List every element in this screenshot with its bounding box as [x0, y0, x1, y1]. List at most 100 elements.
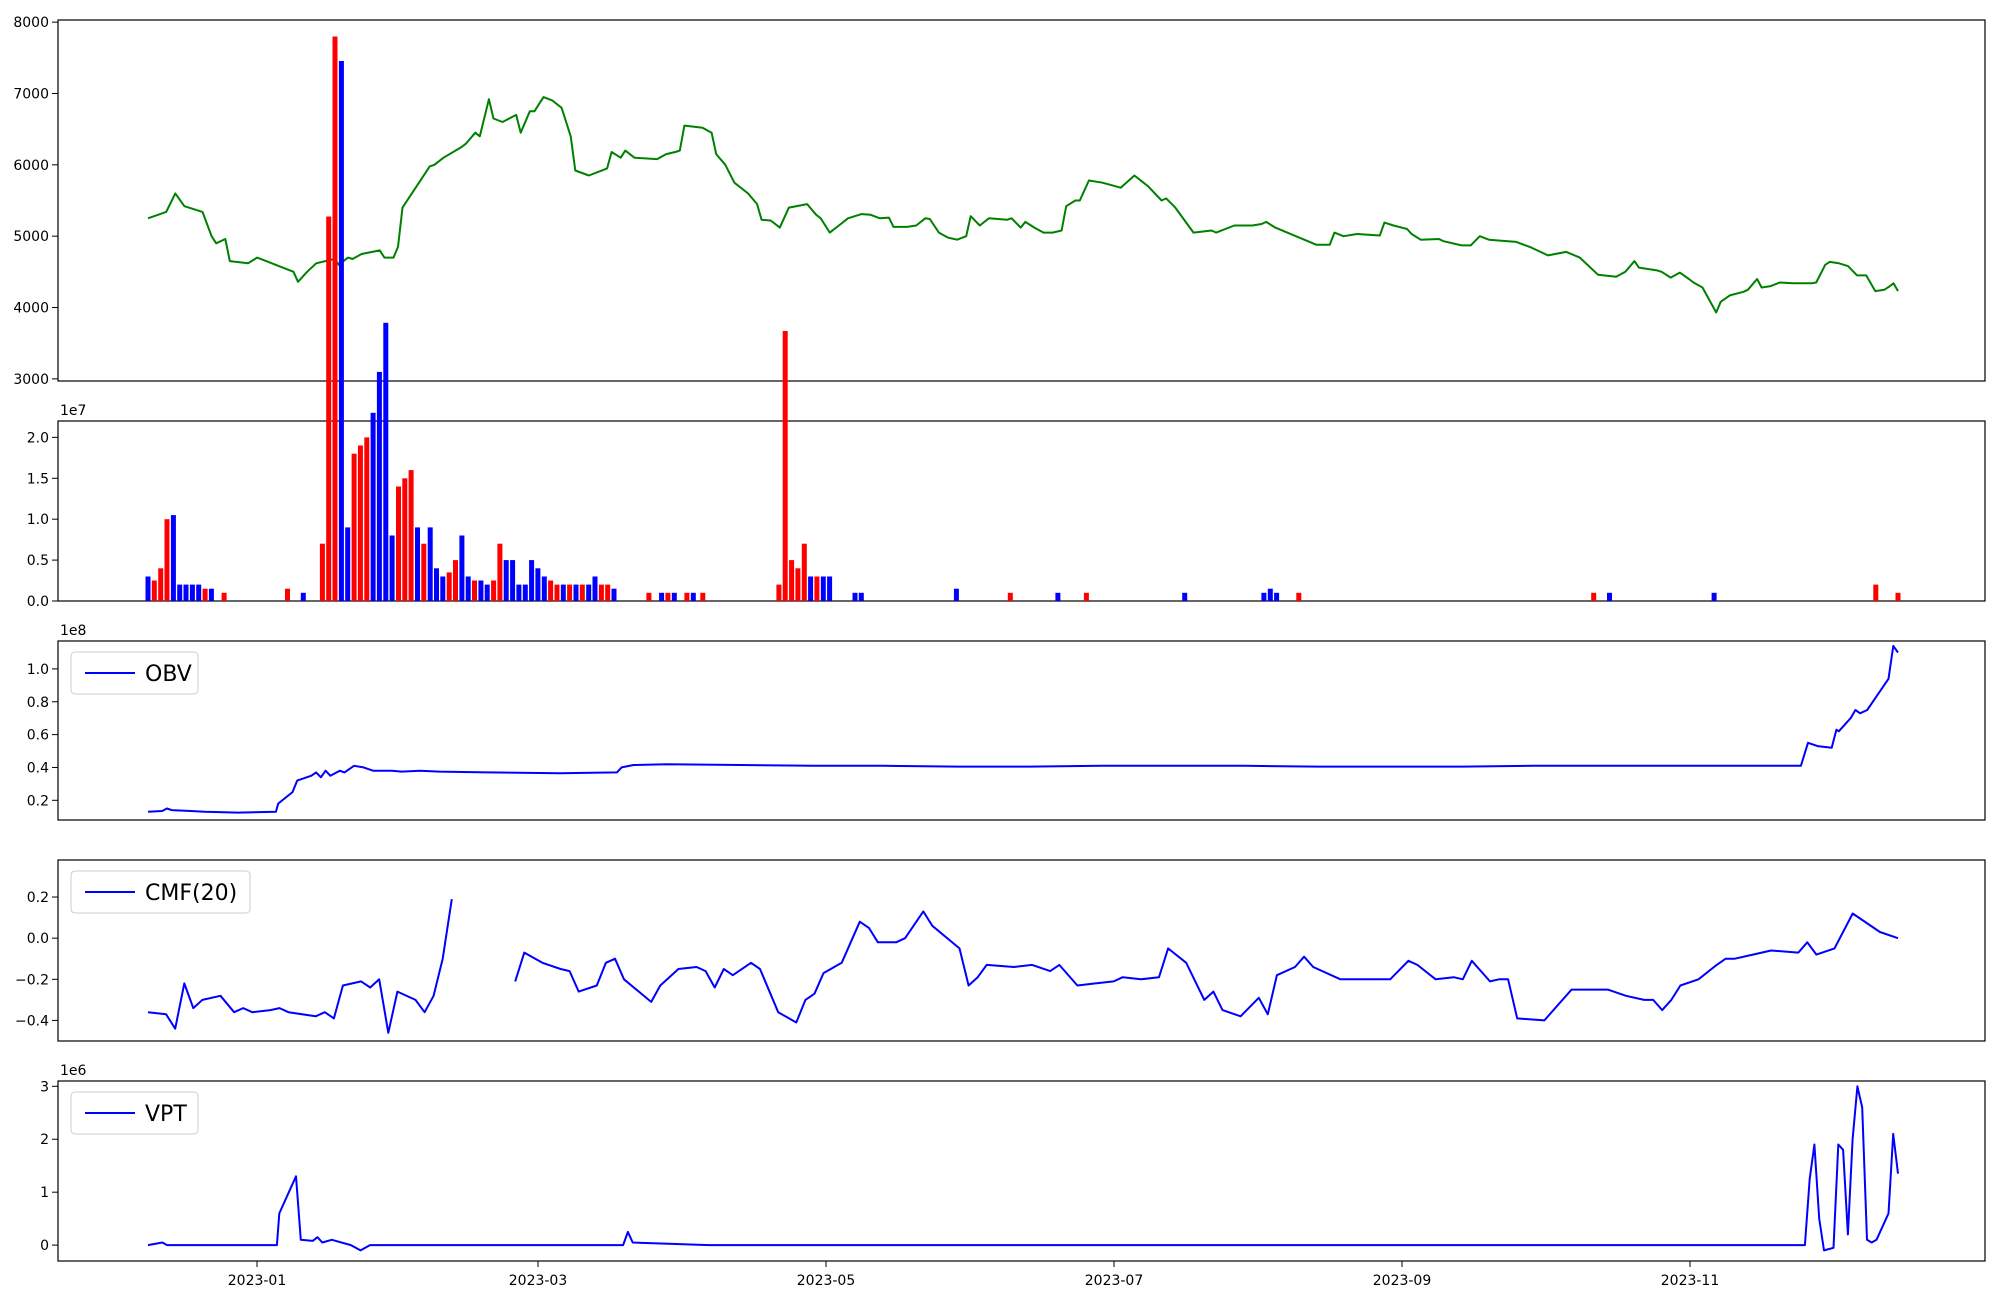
volume-bar: [1607, 592, 1612, 601]
volume-bar: [465, 576, 471, 601]
volume-bar: [560, 584, 566, 601]
volume-bar: [852, 592, 858, 601]
volume-bar: [700, 592, 706, 601]
volume-bar: [1083, 592, 1089, 601]
volume-bar: [415, 527, 420, 601]
y-tick-label: 0.0: [27, 594, 49, 610]
volume-bar: [478, 580, 484, 601]
volume-bar: [408, 470, 414, 601]
series-line-cmf: [147, 898, 453, 1034]
volume-bar: [820, 576, 826, 601]
volume-bar: [953, 588, 959, 601]
axes-frame: [57, 1080, 1986, 1262]
volume-bar: [357, 445, 363, 601]
y-tick-label: 3: [40, 1079, 49, 1095]
volume-bar: [472, 580, 477, 601]
series-line-cmf: [514, 910, 1899, 1024]
x-tick-label: 2023-09: [1373, 1273, 1432, 1289]
volume-bar: [345, 527, 351, 601]
legend: VPT: [70, 1091, 199, 1135]
panel-vpt: 0 1 2 3 1e6 VPT: [40, 1063, 1986, 1262]
volume-bar: [364, 437, 370, 601]
volume-bar: [338, 61, 344, 601]
volume-bar: [684, 592, 690, 601]
y-tick-label: 1.0: [27, 512, 49, 528]
legend: CMF(20): [70, 870, 251, 914]
volume-bar: [196, 584, 202, 601]
panels: 3000 4000 5000 6000 7000 8000 0.0 0.5 1.0 1.5 2.0 1…: [13, 15, 1986, 1262]
panel-price: 3000 4000 5000 6000 7000 8000: [13, 15, 1986, 388]
volume-bar: [1261, 592, 1267, 601]
x-tick-label: 2023-01: [228, 1273, 287, 1289]
volume-bar: [510, 560, 516, 601]
volume-bar: [789, 560, 795, 601]
volume-bar: [459, 535, 465, 601]
series-line-price: [147, 96, 1899, 314]
volume-bar: [535, 568, 541, 601]
legend-label: CMF(20): [145, 881, 237, 906]
volume-bar: [827, 576, 833, 601]
volume-bar: [434, 568, 439, 601]
legend-label: VPT: [145, 1102, 187, 1127]
y-tick-label: 0.5: [27, 553, 49, 569]
volume-bar: [567, 584, 573, 601]
legend-box: [70, 870, 251, 914]
y-tick-label: 0.6: [27, 728, 49, 744]
volume-bar: [332, 36, 338, 601]
y-tick-label: 2: [40, 1132, 49, 1148]
y-tick-label: 0.2: [27, 890, 49, 906]
volume-bar: [782, 331, 788, 601]
y-tick-label: 1.5: [27, 471, 49, 487]
volume-bar: [396, 486, 401, 601]
y-tick-label: 0.4: [27, 760, 49, 776]
y-tick-label: 1.0: [27, 662, 49, 678]
y-tick-label: 0: [40, 1238, 49, 1254]
volume-bar: [300, 592, 306, 601]
y-tick-label: 1: [40, 1185, 49, 1201]
volume-bar: [795, 568, 801, 601]
volume-bar: [671, 592, 677, 601]
axes-frame: [57, 420, 1986, 602]
volume-bar: [402, 478, 408, 601]
x-tick-label: 2023-05: [797, 1273, 856, 1289]
volume-bar: [665, 592, 671, 601]
series-line-obv: [147, 644, 1899, 814]
volume-bar: [351, 453, 357, 601]
volume-bar: [808, 576, 814, 601]
y-tick-label: 3000: [13, 372, 49, 388]
volume-bar: [208, 588, 214, 601]
volume-bar: [164, 519, 170, 601]
y-tick-label: 8000: [13, 15, 49, 31]
volume-bar: [529, 560, 535, 601]
volume-bar: [611, 588, 617, 601]
volume-bar: [554, 584, 560, 601]
x-axis: 2023-01 2023-03 2023-05 2023-07 2023-09 2023-…: [228, 1261, 1720, 1289]
volume-bar: [370, 412, 376, 601]
volume-bar: [1007, 592, 1013, 601]
volume-bar: [1591, 592, 1597, 601]
x-tick-label: 2023-11: [1661, 1273, 1720, 1289]
volume-bar: [383, 322, 389, 601]
volume-bar: [503, 560, 509, 601]
y-tick-label: 7000: [13, 86, 49, 102]
volume-bar: [145, 576, 151, 601]
volume-bar: [221, 592, 227, 601]
y-tick-label: 4000: [13, 301, 49, 317]
volume-bar: [814, 576, 820, 601]
panel-cmf: −0.4 −0.2 0.0 0.2 CMF(20): [15, 859, 1986, 1042]
x-tick-label: 2023-07: [1085, 1273, 1144, 1289]
volume-bar: [1895, 592, 1901, 601]
volume-bar: [522, 584, 528, 601]
volume-bar: [659, 592, 665, 601]
volume-bar: [646, 592, 652, 601]
axes-frame: [57, 19, 1986, 382]
volume-bar: [1267, 588, 1273, 601]
volume-bar: [427, 527, 433, 601]
axes-frame: [57, 640, 1986, 821]
volume-bar: [592, 576, 598, 601]
series-line-vpt: [147, 1085, 1899, 1252]
legend-label: OBV: [145, 662, 192, 687]
axis-multiplier-label: 1e8: [60, 623, 86, 639]
volume-bar: [319, 543, 325, 601]
volume-bar: [548, 580, 554, 601]
